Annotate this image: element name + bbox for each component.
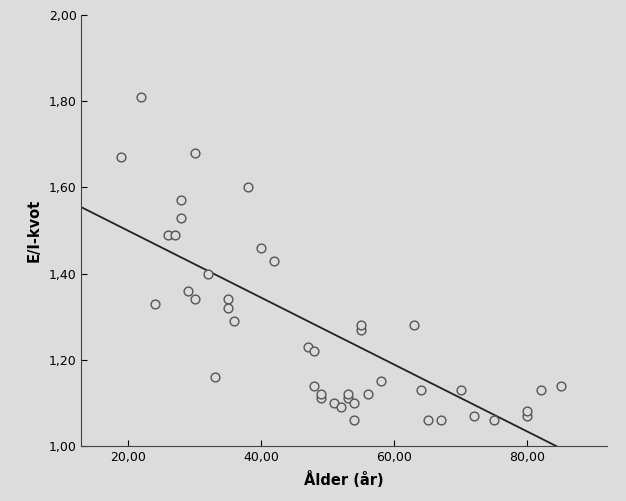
Point	[243, 183, 253, 191]
Point	[303, 343, 313, 351]
Point	[316, 394, 326, 402]
Point	[309, 347, 319, 355]
Point	[349, 399, 359, 407]
Point	[489, 416, 499, 424]
Point	[336, 403, 346, 411]
Point	[190, 149, 200, 157]
Point	[176, 196, 186, 204]
Point	[183, 287, 193, 295]
Point	[536, 386, 546, 394]
Point	[150, 300, 160, 308]
Point	[316, 390, 326, 398]
Point	[329, 399, 339, 407]
Point	[116, 153, 126, 161]
Point	[556, 382, 566, 390]
Point	[423, 416, 433, 424]
Point	[342, 394, 352, 402]
Point	[376, 377, 386, 385]
Point	[362, 390, 372, 398]
Point	[409, 321, 419, 329]
Point	[436, 416, 446, 424]
Point	[356, 321, 366, 329]
X-axis label: Ålder (år): Ålder (år)	[304, 471, 384, 487]
Point	[203, 270, 213, 278]
Point	[176, 213, 186, 221]
Point	[223, 304, 233, 312]
Point	[190, 296, 200, 304]
Point	[456, 386, 466, 394]
Y-axis label: E/I-kvot: E/I-kvot	[27, 199, 42, 262]
Point	[136, 93, 146, 101]
Point	[349, 416, 359, 424]
Point	[416, 386, 426, 394]
Point	[170, 231, 180, 239]
Point	[469, 412, 479, 420]
Point	[163, 231, 173, 239]
Point	[356, 326, 366, 334]
Point	[522, 407, 532, 415]
Point	[309, 382, 319, 390]
Point	[210, 373, 220, 381]
Point	[342, 390, 352, 398]
Point	[269, 257, 279, 265]
Point	[522, 412, 532, 420]
Point	[223, 296, 233, 304]
Point	[230, 317, 240, 325]
Point	[256, 243, 266, 252]
